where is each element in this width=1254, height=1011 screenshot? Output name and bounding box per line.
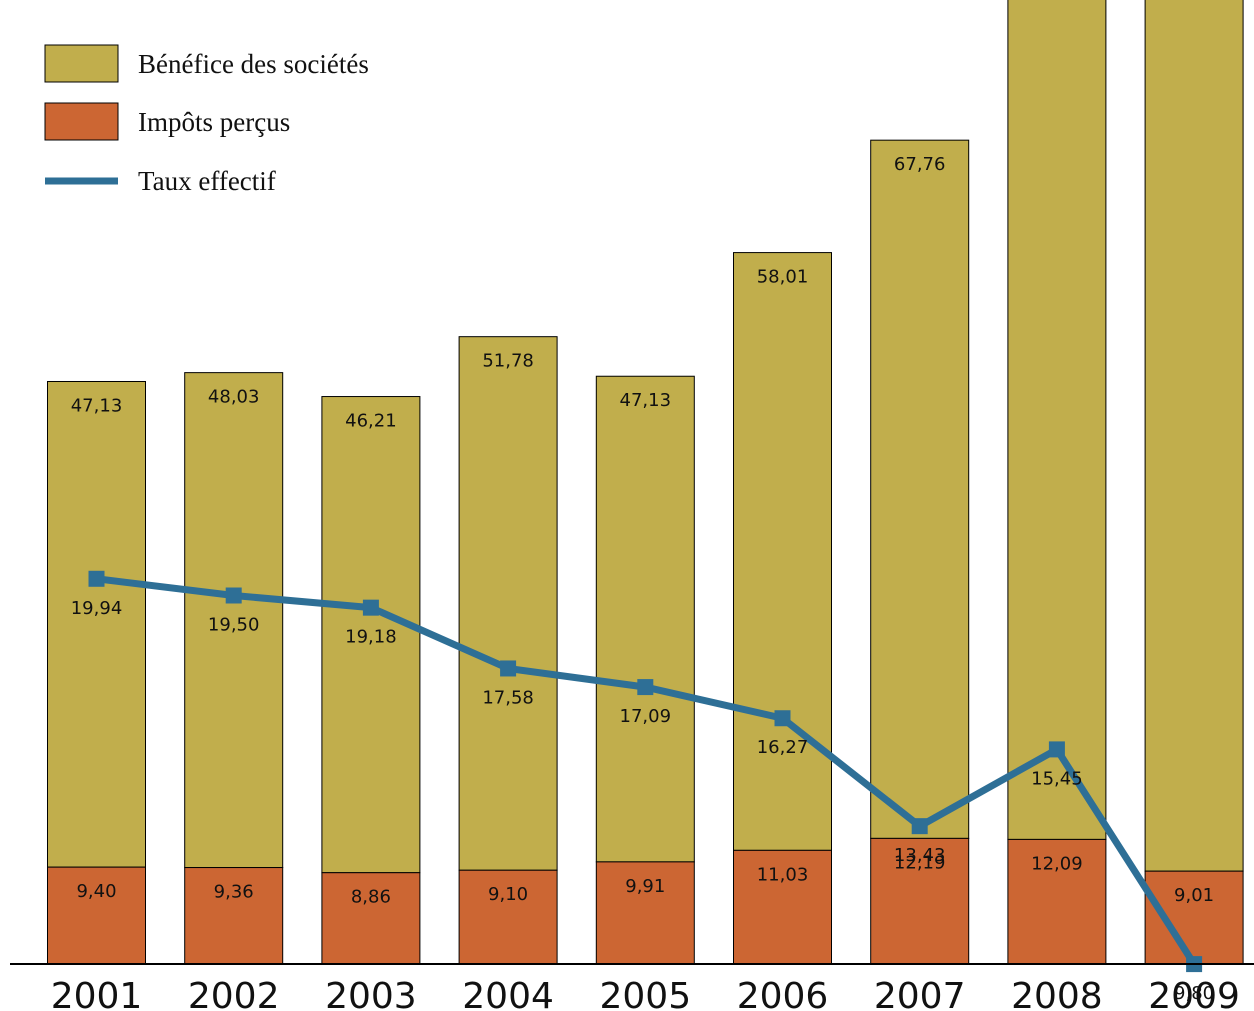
bars-layer [48,0,1244,964]
rate-point-2006 [775,710,791,726]
label-taux-2003: 19,18 [345,627,397,648]
rate-point-2007 [912,818,928,834]
bar-benefice-2005 [596,376,694,862]
x-tick-2003: 2003 [325,976,417,1011]
label-taux-2007: 13,43 [894,845,946,866]
x-tick-2006: 2006 [737,976,829,1011]
rate-point-2008 [1049,741,1065,757]
legend-label-benefice: Bénéfice des sociétés [138,49,369,79]
label-benefice-2004: 51,78 [482,351,534,372]
x-tick-2004: 2004 [462,976,554,1011]
bar-benefice-2001 [48,381,146,867]
bar-benefice-2006 [734,253,832,851]
label-impots-2004: 9,10 [488,884,528,905]
label-taux-2002: 19,50 [208,615,260,636]
x-tick-2005: 2005 [599,976,691,1011]
x-tick-2002: 2002 [188,976,280,1011]
rate-point-2005 [637,679,653,695]
legend-label-impots: Impôts perçus [138,107,290,137]
x-tick-2008: 2008 [1011,976,1103,1011]
rate-point-2003 [363,600,379,616]
rate-point-2001 [89,571,105,587]
label-impots-2009: 9,01 [1174,885,1214,906]
label-benefice-2006: 58,01 [757,267,809,288]
label-impots-2008: 12,09 [1031,853,1083,874]
legend-label-taux: Taux effectif [138,166,276,196]
label-impots-2003: 8,86 [351,887,391,908]
label-benefice-2007: 67,76 [894,154,946,175]
label-benefice-2005: 47,13 [620,390,672,411]
label-taux-2008: 15,45 [1031,768,1083,789]
label-benefice-2001: 47,13 [71,395,123,416]
label-benefice-2002: 48,03 [208,387,260,408]
bar-benefice-2007 [871,140,969,838]
legend: Bénéfice des sociétés Impôts perçus Taux… [45,45,369,196]
label-taux-2004: 17,58 [482,687,534,708]
rate-point-2004 [500,660,516,676]
legend-swatch-impots [45,103,118,140]
bar-benefice-2004 [459,337,557,871]
rate-point-2002 [226,588,242,604]
label-taux-2006: 16,27 [757,737,809,758]
x-tick-2009: 2009 [1148,976,1240,1011]
label-taux-2005: 17,09 [620,706,672,727]
x-tick-2001: 2001 [51,976,143,1011]
label-benefice-2003: 46,21 [345,411,397,432]
bar-benefice-2009 [1145,0,1243,871]
label-impots-2006: 11,03 [757,864,809,885]
bar-benefice-2008 [1008,0,1106,839]
label-impots-2005: 9,91 [625,876,665,897]
label-impots-2001: 9,40 [76,881,116,902]
label-impots-2002: 9,36 [214,882,254,903]
legend-swatch-benefice [45,45,118,82]
x-tick-2007: 2007 [874,976,966,1011]
label-taux-2001: 19,94 [71,598,123,619]
x-axis-ticks: 2001 2002 2003 2004 2005 2006 2007 2008 2009 [51,976,1240,1011]
